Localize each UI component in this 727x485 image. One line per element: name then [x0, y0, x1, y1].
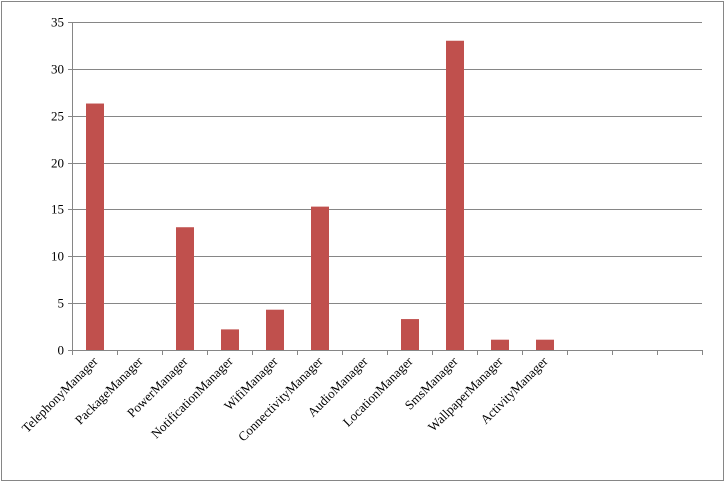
y-tick-label: 25: [51, 109, 64, 124]
bar-notificationmanager: [221, 329, 239, 350]
y-tick-label: 20: [51, 156, 64, 171]
bar-locationmanager: [401, 319, 419, 350]
bar-wifimanager: [266, 309, 284, 350]
x-tick-label: TelephonyManager: [19, 353, 101, 435]
y-tick-label: 35: [51, 15, 64, 30]
x-tick-label: NotificationManager: [148, 353, 236, 441]
y-tick-label: 15: [51, 202, 64, 217]
y-tick-label: 30: [51, 62, 64, 77]
y-tick-label: 0: [58, 343, 65, 358]
bar-powermanager: [176, 227, 194, 350]
x-tick-label: ConnectivityManager: [235, 353, 326, 444]
bar-smsmanager: [446, 40, 464, 350]
bar-connectivitymanager: [311, 206, 329, 350]
y-tick-label: 5: [58, 296, 65, 311]
y-tick-label: 10: [51, 249, 64, 264]
bar-wallpapermanager: [491, 339, 509, 350]
bar-telephonymanager: [86, 103, 104, 350]
bar-activitymanager: [536, 339, 554, 350]
